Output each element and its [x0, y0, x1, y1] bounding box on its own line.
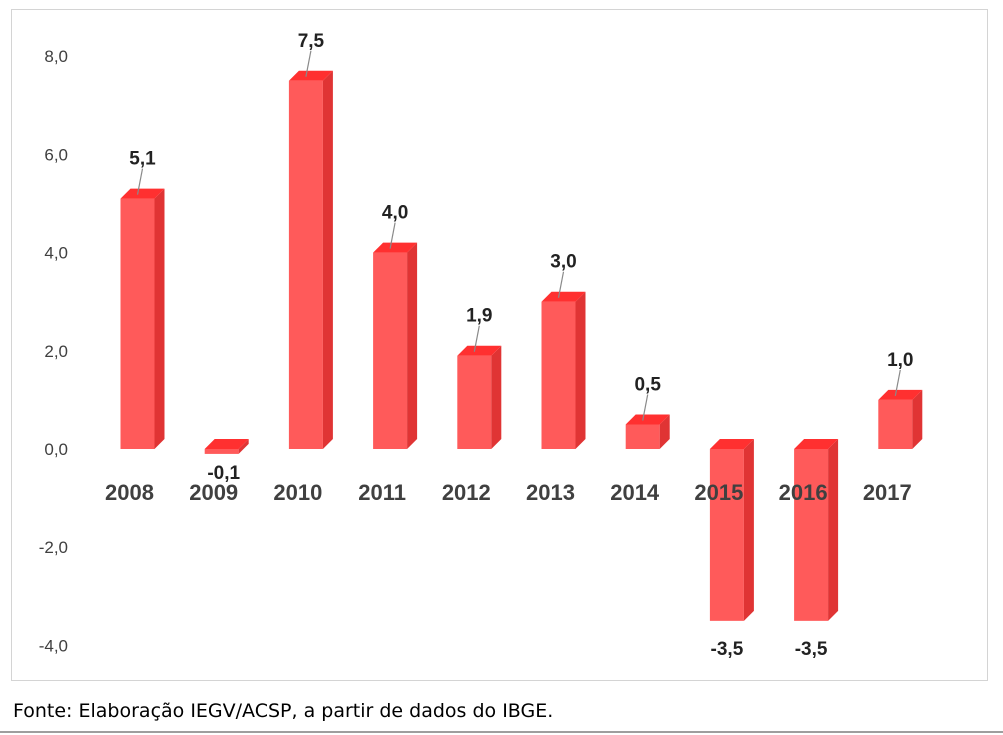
- bar-top: [288, 70, 333, 81]
- x-category-label: 2012: [442, 480, 491, 505]
- data-label: -3,5: [795, 639, 828, 660]
- y-tick-label: 8,0: [44, 47, 68, 66]
- x-category-label: 2015: [694, 480, 743, 505]
- leader-line: [473, 325, 480, 352]
- bar-side: [407, 242, 418, 449]
- x-category-label: 2016: [779, 480, 828, 505]
- bar-front: [288, 80, 323, 449]
- leader-line: [642, 394, 649, 421]
- bar-front: [625, 424, 660, 449]
- bar-front: [120, 198, 155, 449]
- y-tick-label: 2,0: [44, 342, 68, 361]
- bar-side: [659, 414, 670, 449]
- bar-side: [322, 70, 333, 449]
- bar-top: [878, 389, 923, 400]
- bar-side: [238, 439, 249, 454]
- bar-top: [373, 242, 418, 253]
- bar-front: [457, 355, 492, 449]
- x-category-label: 2017: [863, 480, 912, 505]
- bar-top: [457, 345, 502, 356]
- data-label: 3,0: [550, 252, 576, 273]
- x-category-label: 2013: [526, 480, 575, 505]
- x-category-label: 2010: [273, 480, 322, 505]
- bar-front: [541, 301, 576, 449]
- bar-chart: 8,0 6,0 4,0 2,0 0,0 -2,0 -4,0 5,1 -0,1 7,5 4,0 1,9 3…: [39, 31, 923, 660]
- bottom-divider: [0, 731, 1003, 733]
- y-tick-label: -2,0: [39, 538, 68, 557]
- leader-line: [389, 222, 396, 249]
- y-tick-label: 0,0: [44, 440, 68, 459]
- bar-top: [794, 439, 839, 449]
- x-category-label: 2008: [105, 480, 154, 505]
- data-label: 0,5: [634, 374, 661, 395]
- x-category-label: 2009: [189, 480, 238, 505]
- y-tick-label: -4,0: [39, 636, 68, 655]
- leader-line: [894, 369, 901, 397]
- data-label: 1,9: [466, 306, 492, 327]
- leader-line: [557, 271, 565, 298]
- bar-top: [120, 188, 165, 199]
- bar-top: [625, 414, 670, 425]
- bar-side: [912, 389, 923, 449]
- bar-side: [154, 188, 165, 449]
- data-label: 7,5: [298, 31, 325, 52]
- bar-front: [204, 449, 239, 454]
- x-category-label: 2011: [358, 480, 406, 505]
- y-tick-label: 4,0: [44, 244, 68, 263]
- bar-front: [709, 449, 744, 621]
- data-label: 5,1: [129, 149, 156, 170]
- bar-front: [794, 449, 829, 621]
- data-label: -0,1: [207, 463, 240, 484]
- leader-line: [136, 168, 144, 195]
- y-tick-label: 6,0: [44, 145, 68, 164]
- x-category-label: 2014: [610, 480, 660, 505]
- bar-side: [491, 345, 502, 449]
- bar-side: [575, 291, 586, 449]
- bar-top: [709, 439, 754, 449]
- bar-side: [828, 439, 839, 621]
- data-label: 4,0: [382, 203, 408, 224]
- bar-top: [204, 439, 249, 449]
- bar-front: [878, 399, 913, 449]
- leader-line: [305, 50, 312, 77]
- source-note: Fonte: Elaboração IEGV/ACSP, a partir de…: [13, 700, 554, 722]
- data-label: -3,5: [711, 639, 744, 660]
- data-label: 1,0: [887, 350, 913, 371]
- bar-side: [743, 439, 754, 621]
- bar-top: [541, 291, 586, 302]
- bar-front: [373, 252, 408, 449]
